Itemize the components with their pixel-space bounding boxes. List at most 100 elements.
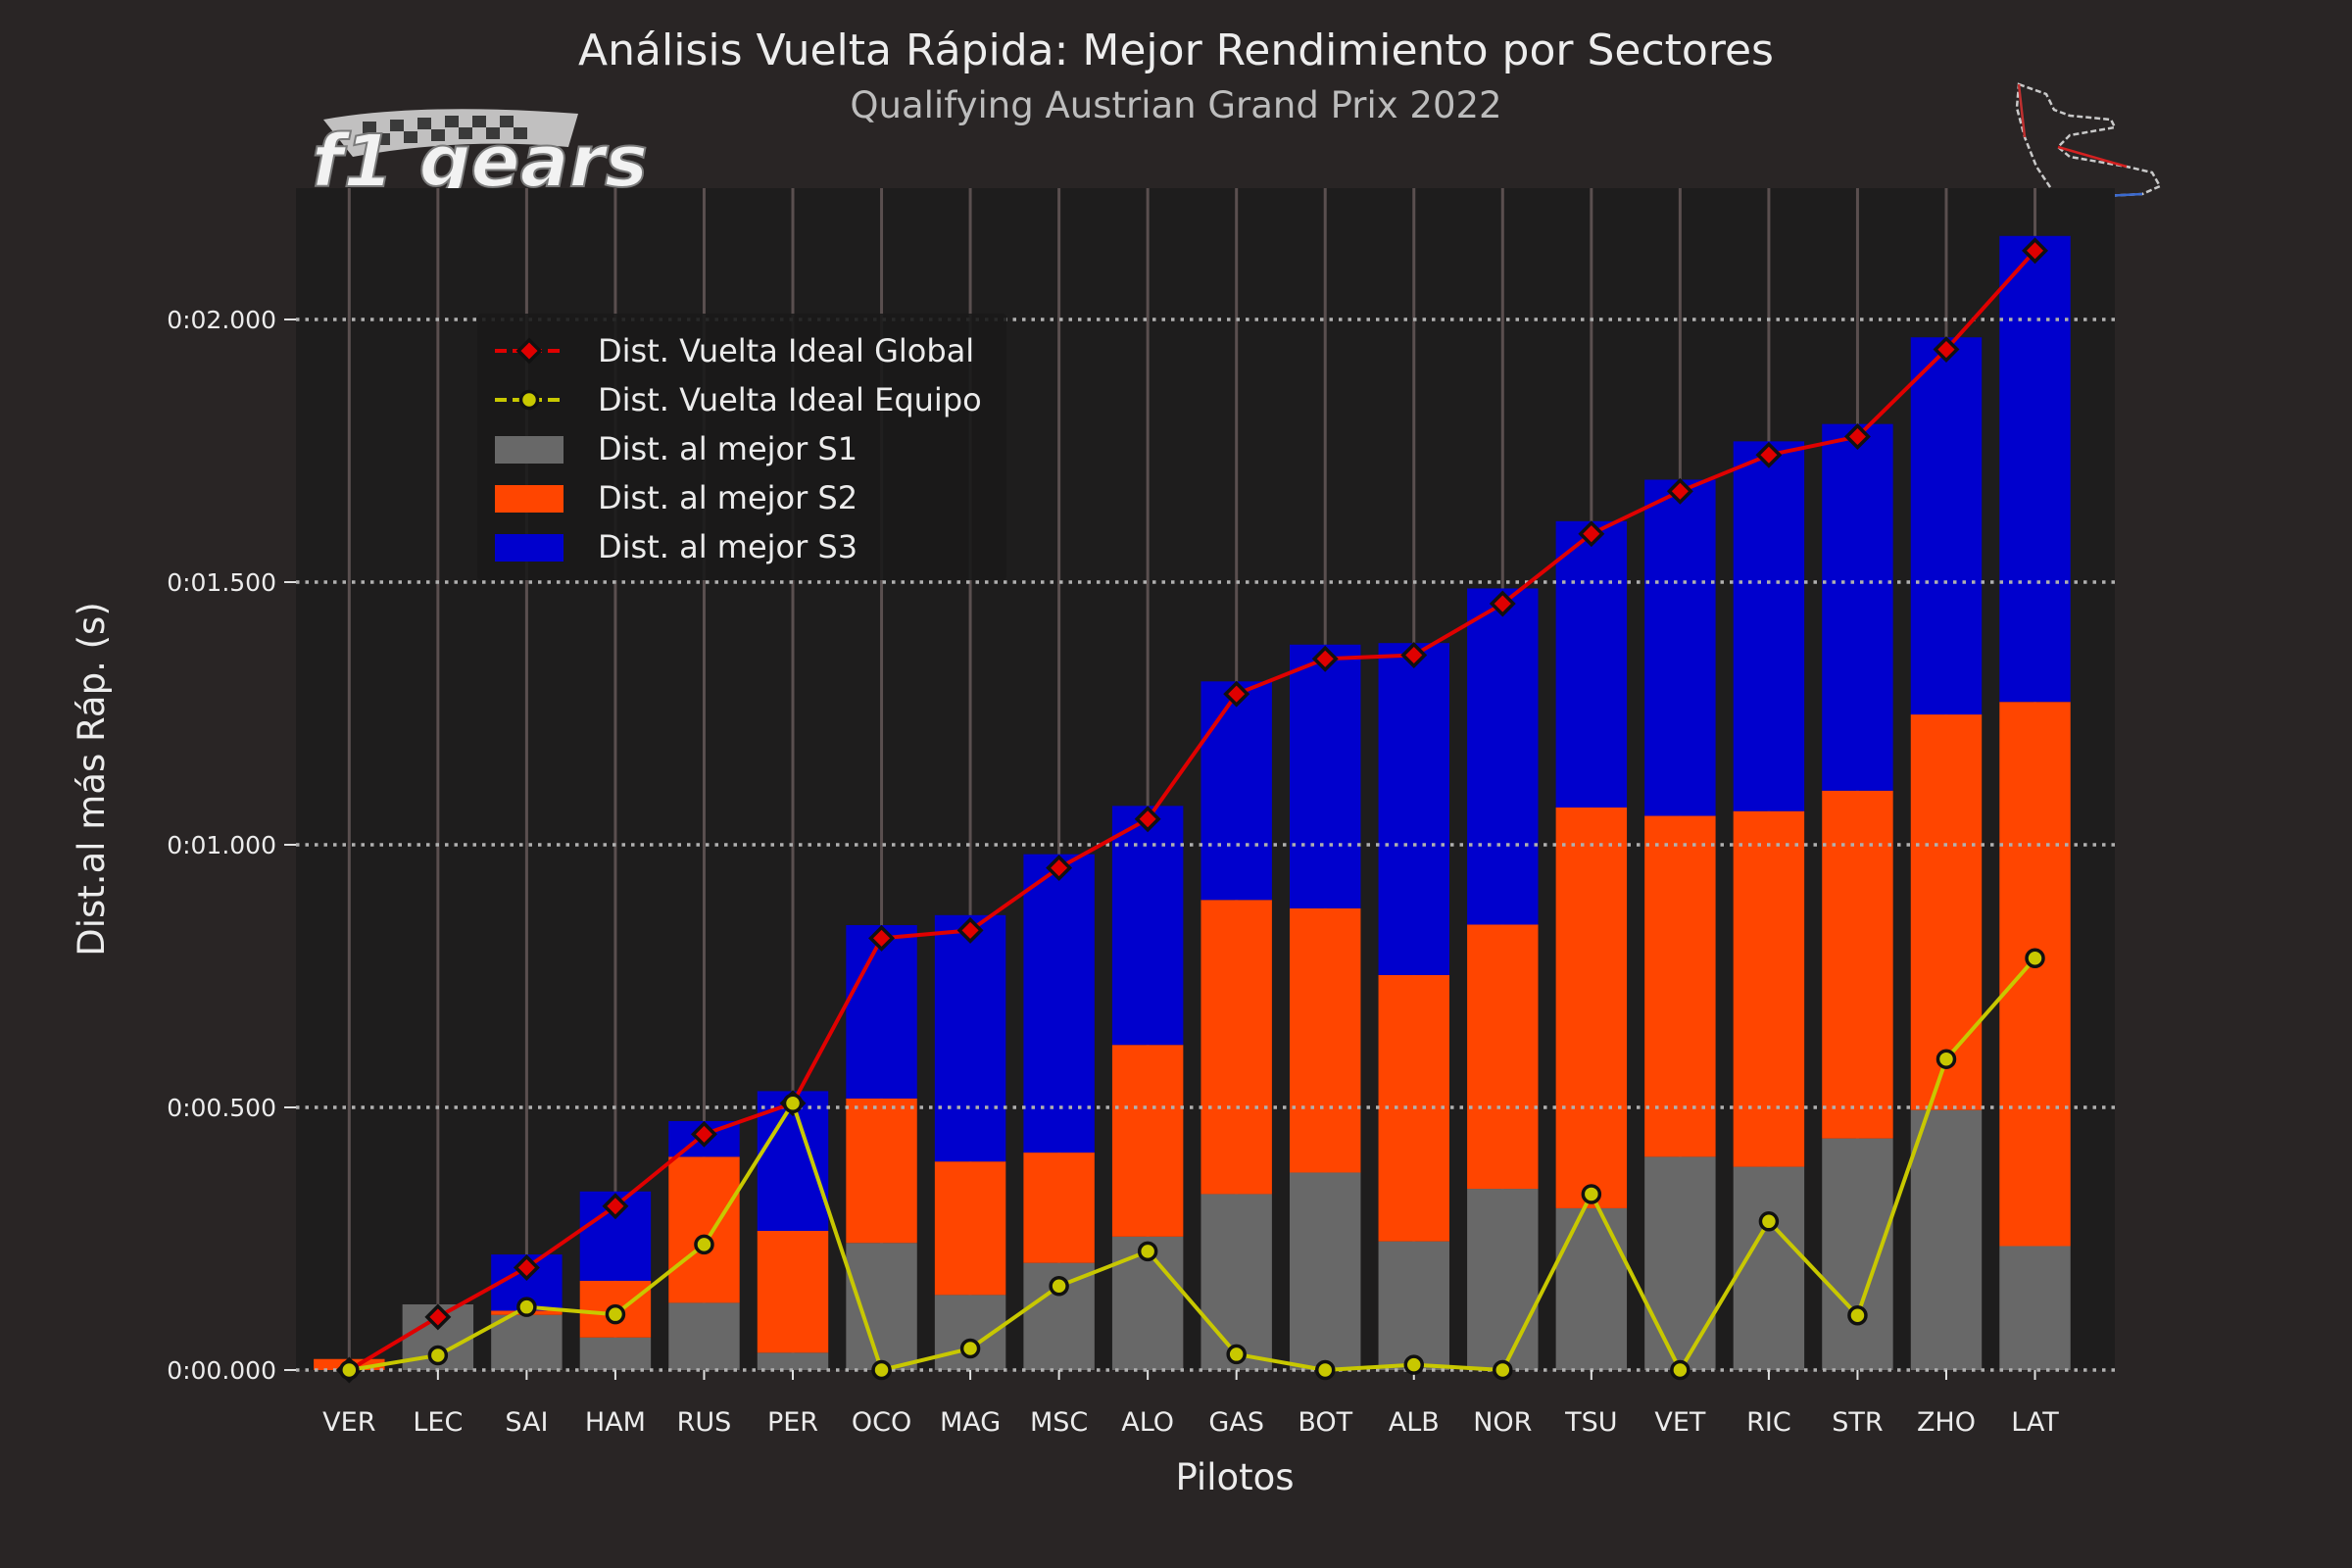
legend-label: Dist. al mejor S1 <box>598 430 858 467</box>
bar-s3-tsu <box>1555 520 1628 808</box>
point-s1-lec <box>424 1303 452 1331</box>
x-axis-label: Pilotos <box>1175 1456 1294 1498</box>
point-s1-tsu <box>1578 520 1605 548</box>
point-s1-ric <box>1755 441 1783 468</box>
point-s1-str <box>1843 423 1871 451</box>
x-tick-label: ALO <box>1121 1407 1174 1438</box>
x-tick-label: OCO <box>852 1407 911 1438</box>
bar-s1-str <box>1822 1138 1893 1370</box>
point-s2-msc <box>1049 1275 1069 1297</box>
legend-marker <box>518 389 540 411</box>
point-s1-rus <box>690 1120 717 1148</box>
bar-s2-vet <box>1644 815 1716 1157</box>
x-tick-label: BOT <box>1298 1407 1352 1438</box>
point-s2-lec <box>427 1345 449 1366</box>
point-s2-lat <box>2025 948 2045 969</box>
x-tick-label: ZHO <box>1917 1407 1976 1438</box>
bar-s2-str <box>1822 790 1893 1139</box>
point-s2-sai <box>516 1297 537 1317</box>
bar-s1-alb <box>1378 1241 1449 1370</box>
bar-s2-nor <box>1467 924 1539 1190</box>
bar-s3-nor <box>1467 588 1539 925</box>
y-tick-label: 0:00.000 <box>167 1356 276 1385</box>
point-s2-ham <box>605 1303 626 1325</box>
legend-label: Dist. al mejor S3 <box>598 528 858 565</box>
bar-s3-gas <box>1200 681 1272 901</box>
bar-s1-gas <box>1200 1194 1272 1370</box>
point-s1-ham <box>602 1193 629 1220</box>
legend-label: Dist. al mejor S2 <box>598 479 858 516</box>
x-tick-label: PER <box>767 1407 818 1438</box>
bar-s1-rus <box>668 1302 740 1370</box>
x-tick-label: RUS <box>677 1407 732 1438</box>
point-s2-tsu <box>1581 1184 1602 1204</box>
point-s1-oco <box>868 924 896 952</box>
point-s2-bot <box>1314 1359 1336 1381</box>
y-axis-label: Dist.al más Ráp. (s) <box>71 602 113 956</box>
bar-s2-mag <box>934 1161 1006 1296</box>
bar-s1-ham <box>579 1337 652 1370</box>
x-tick-label: RIC <box>1746 1407 1791 1438</box>
point-s2-zho <box>1936 1049 1957 1069</box>
bar-s3-msc <box>1023 854 1095 1153</box>
bar-s3-mag <box>934 914 1006 1162</box>
x-tick-label: ALB <box>1389 1407 1440 1438</box>
bar-s2-msc <box>1023 1152 1095 1263</box>
legend-box <box>477 314 1006 580</box>
bar-s2-bot <box>1290 907 1361 1173</box>
bar-s2-tsu <box>1555 807 1628 1208</box>
bar-s3-alo <box>1111 806 1184 1046</box>
point-s1-lat <box>2022 237 2048 265</box>
point-s2-ver <box>339 1359 360 1381</box>
legend-bar-swatch <box>495 534 564 562</box>
x-tick-label: HAM <box>585 1407 646 1438</box>
point-s1-alo <box>1134 806 1161 833</box>
bar-s1-tsu <box>1555 1207 1628 1370</box>
point-s2-gas <box>1226 1344 1247 1365</box>
bar-s1-ric <box>1733 1166 1805 1370</box>
bar-s3-alb <box>1378 643 1449 975</box>
bar-s3-oco <box>846 925 917 1099</box>
legend-marker <box>515 337 543 365</box>
y-tick-label: 0:02.000 <box>167 306 276 334</box>
y-tick-label: 0:01.000 <box>167 831 276 859</box>
bar-s1-per <box>757 1352 829 1370</box>
point-s1-sai <box>513 1254 540 1281</box>
point-s2-alo <box>1137 1241 1158 1262</box>
x-tick-label: VET <box>1654 1407 1706 1438</box>
point-s2-mag <box>959 1338 981 1359</box>
bar-s2-oco <box>846 1098 917 1244</box>
point-s2-oco <box>871 1359 892 1381</box>
point-s2-per <box>782 1093 804 1113</box>
bar-s2-zho <box>1910 714 1983 1110</box>
circuit-outline-icon <box>2015 82 2162 200</box>
legend-bar-swatch <box>495 436 564 464</box>
bar-s1-nor <box>1467 1189 1539 1370</box>
point-s2-rus <box>694 1234 714 1255</box>
bar-s3-lat <box>1999 235 2071 703</box>
bar-s2-alo <box>1111 1045 1184 1237</box>
x-tick-label: MSC <box>1030 1407 1088 1438</box>
bar-s2-ric <box>1733 810 1805 1167</box>
legend-label: Dist. Vuelta Ideal Global <box>598 332 974 369</box>
point-s1-bot <box>1311 645 1339 672</box>
bar-s1-bot <box>1290 1172 1361 1370</box>
y-tick-label: 0:00.500 <box>167 1094 276 1122</box>
bar-s2-lat <box>1999 702 2071 1247</box>
chart-subtitle: Qualifying Austrian Grand Prix 2022 <box>850 84 1502 126</box>
x-tick-label: LAT <box>2011 1407 2059 1438</box>
line-series-1 <box>348 249 2037 1372</box>
x-tick-label: SAI <box>505 1407 548 1438</box>
x-tick-label: VER <box>322 1407 375 1438</box>
point-s2-str <box>1847 1305 1868 1326</box>
legend-label: Dist. Vuelta Ideal Equipo <box>598 381 982 418</box>
bar-s2-rus <box>668 1156 740 1303</box>
point-s1-mag <box>956 916 984 944</box>
x-tick-label: LEC <box>413 1407 463 1438</box>
bar-s1-vet <box>1644 1156 1716 1370</box>
bar-s3-bot <box>1290 644 1361 908</box>
chart-title: Análisis Vuelta Rápida: Mejor Rendimient… <box>578 25 1774 75</box>
point-s1-gas <box>1223 680 1250 708</box>
point-s2-nor <box>1493 1359 1513 1381</box>
